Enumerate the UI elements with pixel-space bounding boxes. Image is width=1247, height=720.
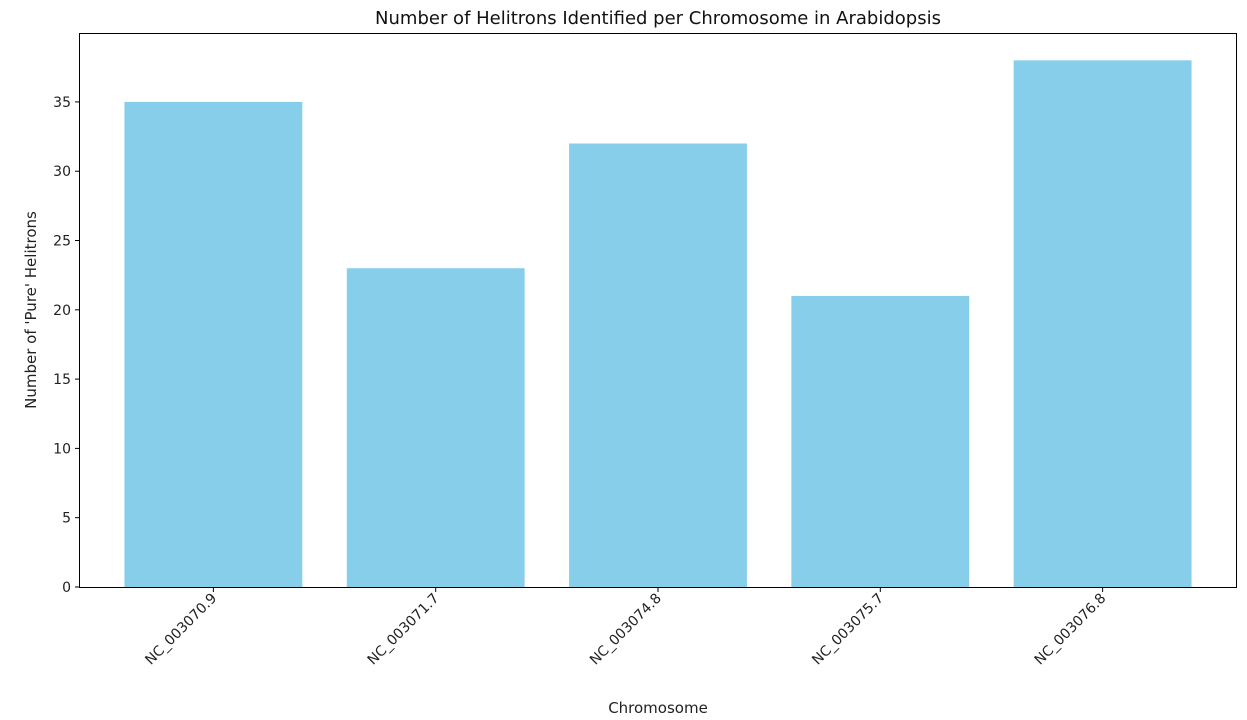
- bar-NC_003074.8: [569, 143, 747, 588]
- bar-NC_003075.7: [791, 295, 970, 587]
- y-tick-label: 5: [62, 511, 71, 527]
- y-tick-label: 0: [62, 580, 71, 596]
- y-tick-label: 35: [53, 95, 71, 111]
- x-tick-label: NC_003070.9: [142, 591, 220, 669]
- x-tick-label: NC_003071.7: [365, 591, 443, 669]
- y-tick-label: 15: [53, 372, 71, 388]
- y-axis-ticks: 0 5 10 15 20 25 30 35: [53, 95, 80, 596]
- y-tick-label: 30: [53, 164, 71, 180]
- bar-NC_003070.9: [124, 101, 303, 587]
- bars: [124, 60, 1192, 588]
- bar-NC_003071.7: [346, 268, 525, 587]
- x-axis-ticks: NC_003070.9 NC_003071.7 NC_003074.8 NC_0030…: [142, 587, 1109, 668]
- y-tick-label: 20: [53, 303, 71, 319]
- x-tick-label: NC_003075.7: [809, 591, 887, 669]
- bar-NC_003076.8: [1013, 60, 1192, 587]
- x-axis-label: Chromosome: [608, 699, 708, 717]
- x-tick-label: NC_003076.8: [1032, 591, 1110, 669]
- chart-title: Number of Helitrons Identified per Chrom…: [375, 8, 941, 29]
- x-tick-label: NC_003074.8: [587, 591, 665, 669]
- plot-frame: [79, 33, 1237, 588]
- y-tick-label: 10: [53, 441, 71, 457]
- y-tick-label: 25: [53, 234, 71, 250]
- y-axis-label: Number of 'Pure' Helitrons: [22, 211, 40, 409]
